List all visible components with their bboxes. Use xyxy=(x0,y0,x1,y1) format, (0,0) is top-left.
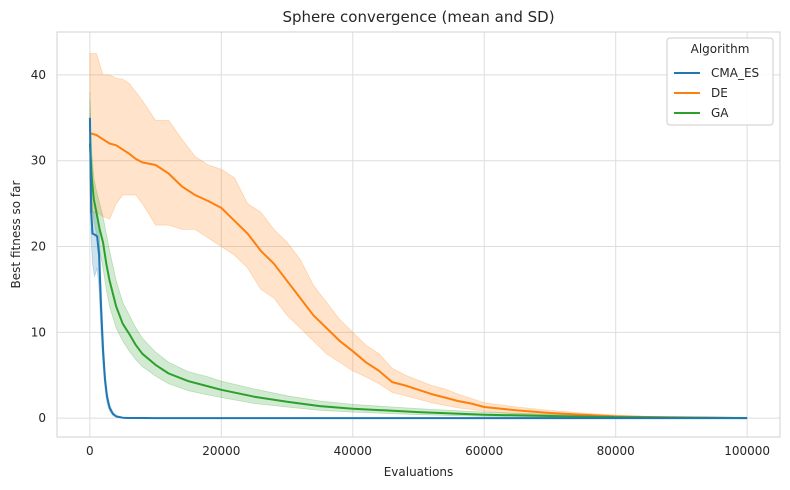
legend-label-cma-es: CMA_ES xyxy=(711,66,759,80)
x-tick-label: 60000 xyxy=(465,444,503,458)
legend-label-ga: GA xyxy=(711,106,729,120)
y-tick-label: 20 xyxy=(31,240,46,254)
x-tick-label: 20000 xyxy=(202,444,240,458)
x-tick-label: 40000 xyxy=(334,444,372,458)
mean-lines xyxy=(88,117,748,420)
y-tick-label: 30 xyxy=(31,154,46,168)
mean-line-ga xyxy=(88,143,748,419)
x-tick-label: 0 xyxy=(86,444,94,458)
y-tick-label: 40 xyxy=(31,68,46,82)
x-tick-label: 100000 xyxy=(724,444,770,458)
tick-labels: 0 20000 40000 60000 80000 100000 0 10 20 30 40 xyxy=(31,68,770,458)
legend-items: CMA_ES DE GA xyxy=(674,66,759,120)
legend-box xyxy=(666,37,774,126)
plot-frame xyxy=(56,31,781,438)
legend: Algorithm CMA_ES DE GA xyxy=(666,37,774,126)
y-axis-label: Best fitness so far xyxy=(9,181,23,289)
x-axis-label: Evaluations xyxy=(384,465,454,479)
chart-title: Sphere convergence (mean and SD) xyxy=(282,8,554,26)
mean-line-cma-es xyxy=(88,117,748,420)
mean-line-de xyxy=(89,132,748,420)
legend-label-de: DE xyxy=(711,86,728,100)
legend-title: Algorithm xyxy=(691,42,750,56)
y-tick-label: 10 xyxy=(31,325,46,339)
y-tick-label: 0 xyxy=(38,411,46,425)
x-tick-label: 80000 xyxy=(597,444,635,458)
